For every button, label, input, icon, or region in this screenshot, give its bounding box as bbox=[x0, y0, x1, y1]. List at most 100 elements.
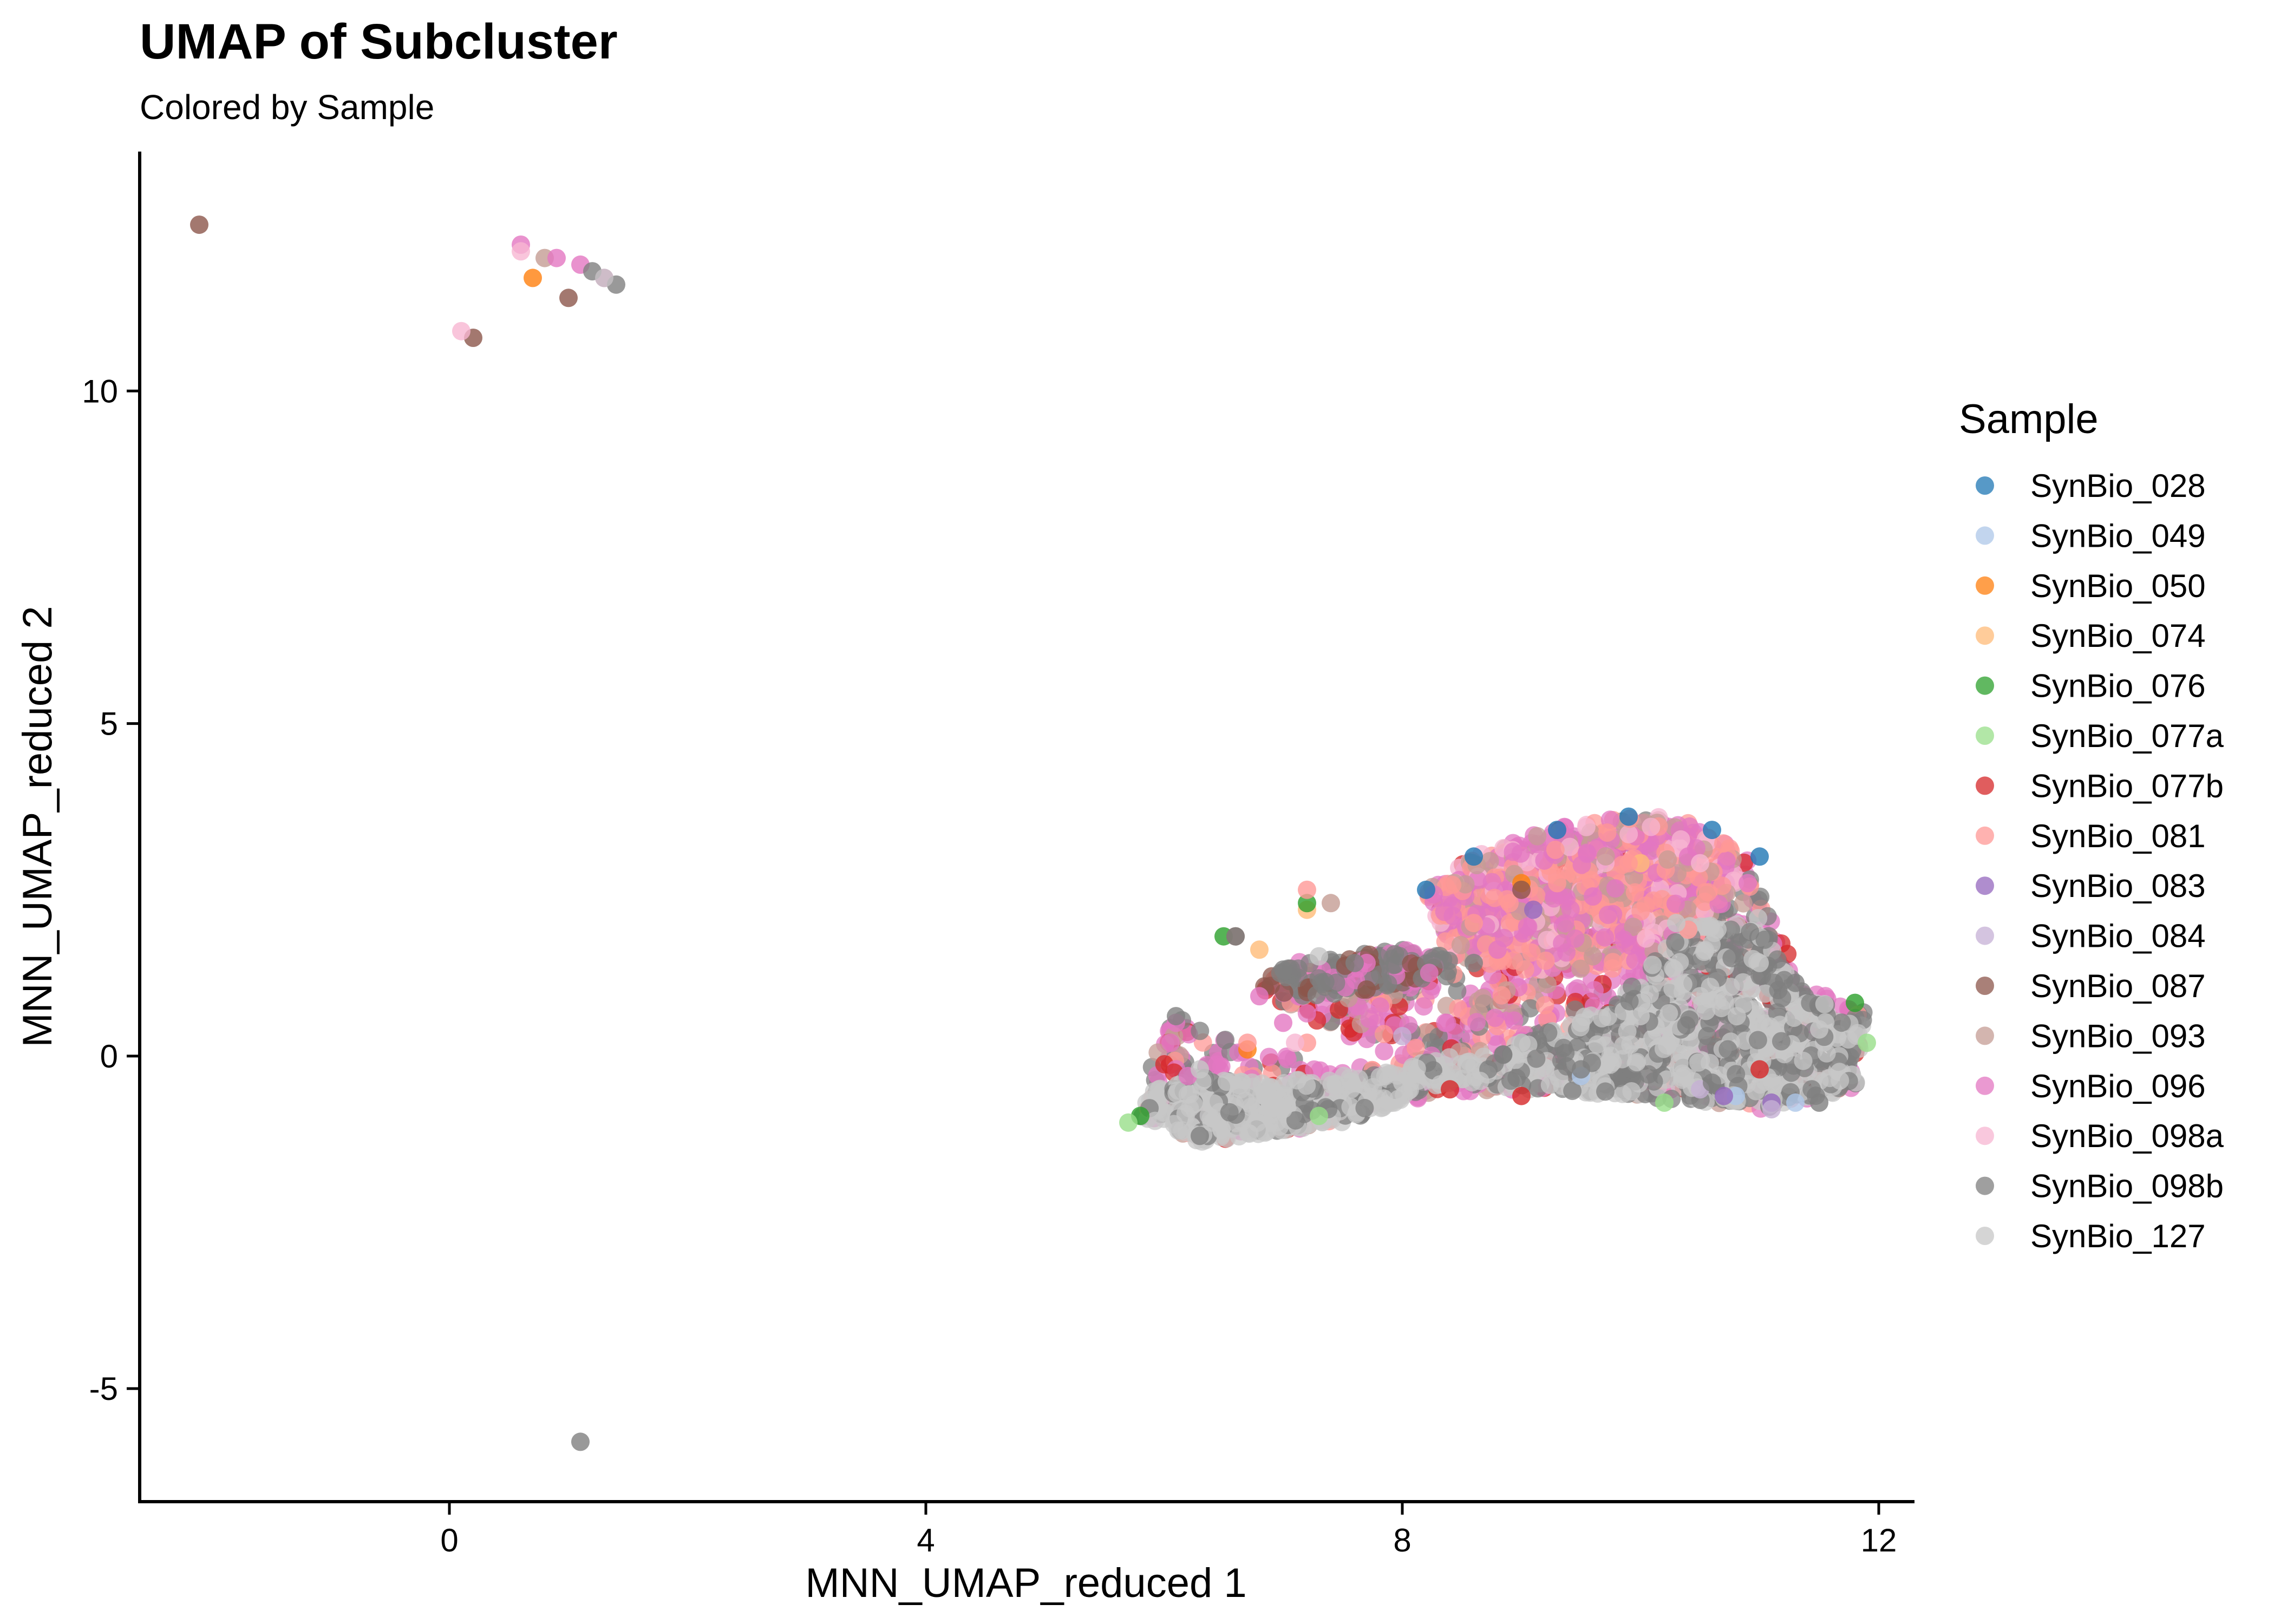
scatter-point bbox=[1203, 1113, 1221, 1132]
cluster-point bbox=[1615, 930, 1633, 949]
cluster-point bbox=[1521, 999, 1540, 1018]
legend-label: SynBio_077a bbox=[2030, 718, 2224, 754]
cluster-point bbox=[1618, 1022, 1637, 1041]
cluster-point bbox=[1407, 1059, 1426, 1078]
scatter-point bbox=[1750, 1060, 1769, 1079]
cluster-point bbox=[1374, 1025, 1393, 1044]
cluster-point bbox=[1763, 1073, 1782, 1092]
scatter-point bbox=[1703, 1073, 1721, 1092]
cluster-point bbox=[1734, 973, 1753, 992]
cluster-point bbox=[1436, 932, 1455, 951]
x-tick-label: 0 bbox=[440, 1522, 458, 1558]
scatter-point bbox=[1810, 1020, 1828, 1039]
cluster-point bbox=[1527, 1049, 1546, 1068]
cluster-point bbox=[1581, 1083, 1600, 1102]
scatter-point bbox=[1298, 894, 1316, 913]
cluster-point bbox=[1443, 875, 1462, 894]
cluster-point bbox=[1626, 951, 1645, 970]
cluster-point bbox=[1528, 827, 1547, 846]
cluster-point bbox=[1769, 981, 1788, 999]
cluster-point bbox=[1494, 1045, 1513, 1064]
cluster-point bbox=[1832, 1013, 1851, 1032]
scatter-points bbox=[190, 215, 1876, 1451]
scatter-point bbox=[1274, 1013, 1292, 1032]
scatter-point bbox=[1584, 887, 1602, 906]
scatter-point bbox=[1619, 854, 1638, 873]
cluster-point bbox=[1620, 992, 1639, 1011]
scatter-point bbox=[1524, 900, 1543, 919]
cluster-point bbox=[1297, 1004, 1316, 1023]
scatter-point bbox=[1500, 894, 1519, 913]
cluster-point bbox=[1492, 986, 1511, 1005]
cluster-point bbox=[1511, 844, 1530, 863]
x-tick-label: 4 bbox=[917, 1522, 935, 1558]
cluster-point bbox=[1297, 1076, 1316, 1095]
cluster-point bbox=[1370, 965, 1389, 984]
scatter-point bbox=[1393, 1073, 1412, 1092]
scatter-point bbox=[1584, 947, 1602, 966]
scatter-point bbox=[1667, 914, 1685, 933]
scatter-point bbox=[1846, 993, 1864, 1012]
cluster-point bbox=[1473, 988, 1492, 1007]
legend-key bbox=[1976, 576, 1994, 595]
cluster-point bbox=[1755, 930, 1774, 949]
scatter-point bbox=[1310, 1106, 1328, 1125]
cluster-point bbox=[1624, 918, 1643, 937]
cluster-point bbox=[1619, 824, 1638, 843]
cluster-point bbox=[1782, 1063, 1801, 1082]
scatter-point bbox=[1548, 821, 1566, 840]
cluster-point bbox=[1518, 917, 1537, 936]
cluster-point bbox=[1241, 1097, 1260, 1116]
scatter-point bbox=[1572, 1013, 1590, 1032]
cluster-point bbox=[1556, 914, 1574, 933]
cluster-point bbox=[1588, 1035, 1607, 1054]
cluster-point bbox=[1168, 1081, 1187, 1100]
scatter-point bbox=[1512, 1033, 1531, 1052]
cluster-point bbox=[1596, 928, 1615, 947]
scatter-point bbox=[1191, 1060, 1209, 1079]
cluster-point bbox=[1212, 1057, 1231, 1076]
cluster-point bbox=[1422, 1033, 1441, 1052]
cluster-point bbox=[1689, 868, 1708, 887]
cluster-point bbox=[1666, 933, 1685, 952]
cluster-point bbox=[1436, 1013, 1455, 1032]
cluster-point bbox=[1761, 1017, 1780, 1036]
scatter-point bbox=[1739, 874, 1757, 893]
scatter-point bbox=[1310, 947, 1328, 966]
cluster-point bbox=[1560, 837, 1579, 856]
cluster-point bbox=[1485, 888, 1504, 907]
legend-key bbox=[1976, 676, 1994, 695]
cluster-point bbox=[1553, 934, 1572, 953]
cluster-point bbox=[1571, 959, 1590, 978]
cluster-point bbox=[1277, 1047, 1296, 1066]
legend-label: SynBio_096 bbox=[2030, 1068, 2206, 1104]
cluster-point bbox=[1794, 1051, 1813, 1070]
cluster-point bbox=[1522, 943, 1541, 962]
cluster-point bbox=[1370, 997, 1389, 1016]
scatter-point bbox=[559, 289, 578, 307]
cluster-point bbox=[1622, 1082, 1641, 1101]
scatter-point bbox=[1250, 940, 1269, 959]
cluster-point bbox=[1563, 1082, 1582, 1101]
cluster-point bbox=[1820, 1069, 1839, 1088]
cluster-point bbox=[1505, 1011, 1524, 1030]
cluster-point bbox=[1674, 975, 1693, 994]
legend-label: SynBio_074 bbox=[2030, 618, 2206, 654]
cluster-point bbox=[1659, 1004, 1678, 1023]
cluster-point bbox=[1327, 1076, 1345, 1095]
cluster-point bbox=[1585, 981, 1604, 1000]
cluster-point bbox=[1486, 1009, 1505, 1027]
legend-label: SynBio_093 bbox=[2030, 1018, 2206, 1054]
scatter-point bbox=[1393, 1027, 1412, 1045]
cluster-point bbox=[1717, 851, 1736, 870]
cluster-point bbox=[1658, 1036, 1677, 1055]
cluster-point bbox=[1577, 817, 1596, 836]
legend-key bbox=[1976, 1076, 1994, 1095]
scatter-point bbox=[1548, 874, 1566, 893]
cluster-point bbox=[1536, 951, 1555, 970]
scatter-point bbox=[1691, 987, 1709, 1006]
legend-key bbox=[1976, 926, 1994, 945]
cluster-point bbox=[1305, 1060, 1324, 1079]
cluster-point bbox=[1557, 1057, 1576, 1076]
